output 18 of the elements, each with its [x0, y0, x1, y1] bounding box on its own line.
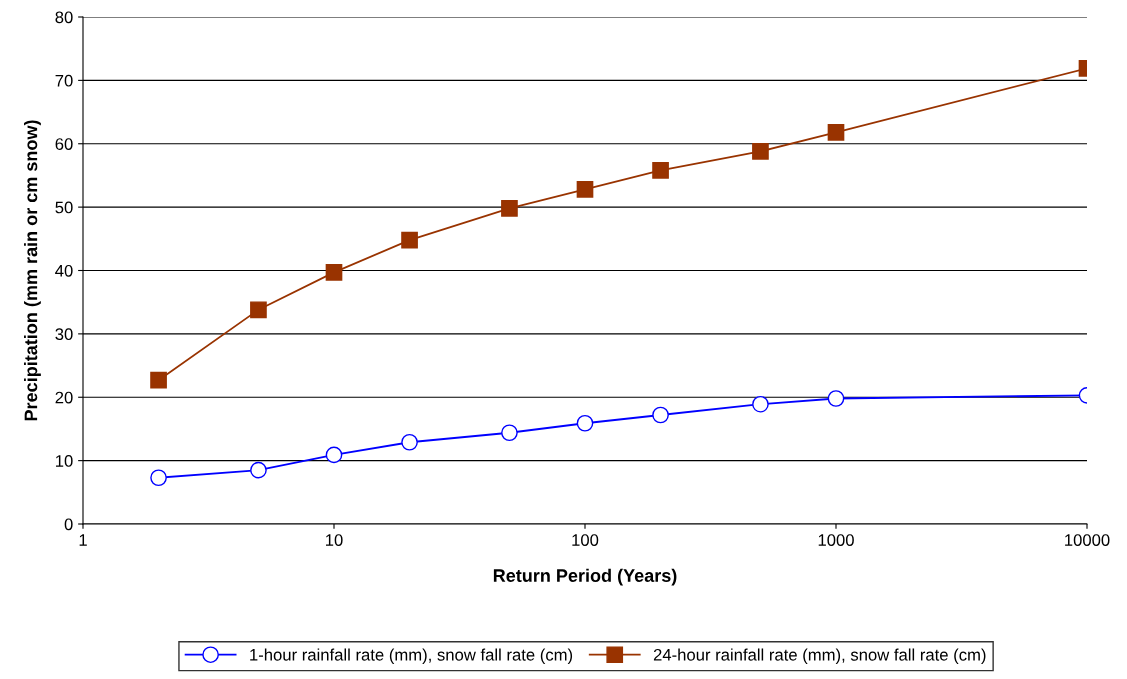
y-tick-label: 20 [55, 391, 73, 404]
x-tick-label: 10000 [1065, 534, 1110, 546]
y-tick-label: 80 [55, 11, 73, 24]
legend-label: 1-hour rainfall rate (mm), snow fall rate (cm) [250, 648, 573, 664]
x-tick-label: 1000 [818, 534, 854, 546]
y-tick-label: 50 [55, 201, 73, 214]
x-tick-label: 10 [326, 534, 343, 546]
x-tick-label: 1 [79, 534, 87, 546]
legend-label: 24-hour rainfall rate (mm), snow fall rate (cm) [653, 648, 986, 664]
x-axis-title: Return Period (Years) [493, 568, 677, 586]
y-tick-label: 30 [55, 328, 73, 341]
y-tick-label: 70 [55, 74, 73, 87]
x-tick-label: 100 [572, 534, 599, 546]
y-tick-label: 0 [64, 518, 73, 531]
y-tick-label: 40 [55, 264, 73, 277]
y-tick-label: 60 [55, 138, 73, 150]
y-tick-label: 10 [56, 455, 73, 467]
y-axis-title: Precipitation (mm rain or cm snow) [24, 120, 41, 421]
